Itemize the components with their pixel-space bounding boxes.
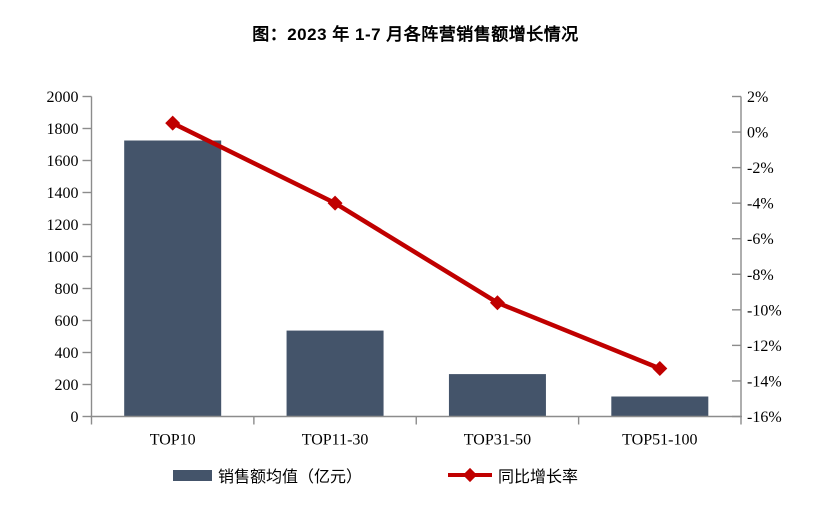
line-marker-TOP11-30 [327,195,343,211]
bar-TOP31-50 [448,374,546,417]
bar-TOP10 [124,140,222,417]
diamond-marker-icon [462,467,478,483]
y-right-tick-label: -8% [747,267,774,284]
chart-title: 图：2023 年 1-7 月各阵营销售额增长情况 [252,25,579,44]
y-right-tick-label: 0% [747,125,768,142]
bar-TOP11-30 [286,330,384,417]
line-marker-TOP10 [165,115,181,131]
growth-rate-line [170,120,663,371]
legend-item-sales: 销售额均值（亿元） [173,464,362,486]
y-left-tick-label: 600 [55,313,79,330]
line-marker-TOP51-100 [652,361,668,376]
legend-label-sales: 销售额均值（亿元） [218,469,363,486]
y-right-tick-label: 2% [747,89,768,106]
y-left-tick-label: 400 [55,345,79,362]
bar-TOP51-100 [611,396,709,417]
x-category-label: TOP10 [150,432,196,449]
y-left-tick-label: 1400 [47,185,79,202]
y-right-tick-label: -6% [747,231,774,248]
line-marker-TOP31-50 [489,295,505,311]
y-right-tick-label: -14% [747,373,782,390]
line-series-swatch [448,467,492,483]
y-left-tick-label: 1000 [47,249,79,266]
y-right-tick-label: -2% [747,160,774,177]
legend: 销售额均值（亿元） 同比增长率 [0,464,831,488]
bar-series-swatch [173,469,212,481]
y-right-tick-label: -10% [747,302,782,319]
y-right-tick-label: -16% [747,409,782,426]
y-left-tick-label: 800 [55,281,79,298]
y-left-tick-label: 1200 [47,217,79,234]
y-left-tick-label: 2000 [47,89,79,106]
y-right-tick-label: -4% [747,196,774,213]
x-category-label: TOP51-100 [622,432,697,449]
y-left-tick-label: 200 [55,377,79,394]
x-category-label: TOP11-30 [302,432,369,449]
legend-item-growth: 同比增长率 [448,464,578,486]
x-category-label: TOP31-50 [464,432,531,449]
y-left-tick-label: 0 [71,409,79,426]
y-left-tick-label: 1800 [47,121,79,138]
y-right-tick-label: -12% [747,338,782,355]
y-left-tick-label: 1600 [47,153,79,170]
legend-label-growth: 同比增长率 [498,469,579,486]
